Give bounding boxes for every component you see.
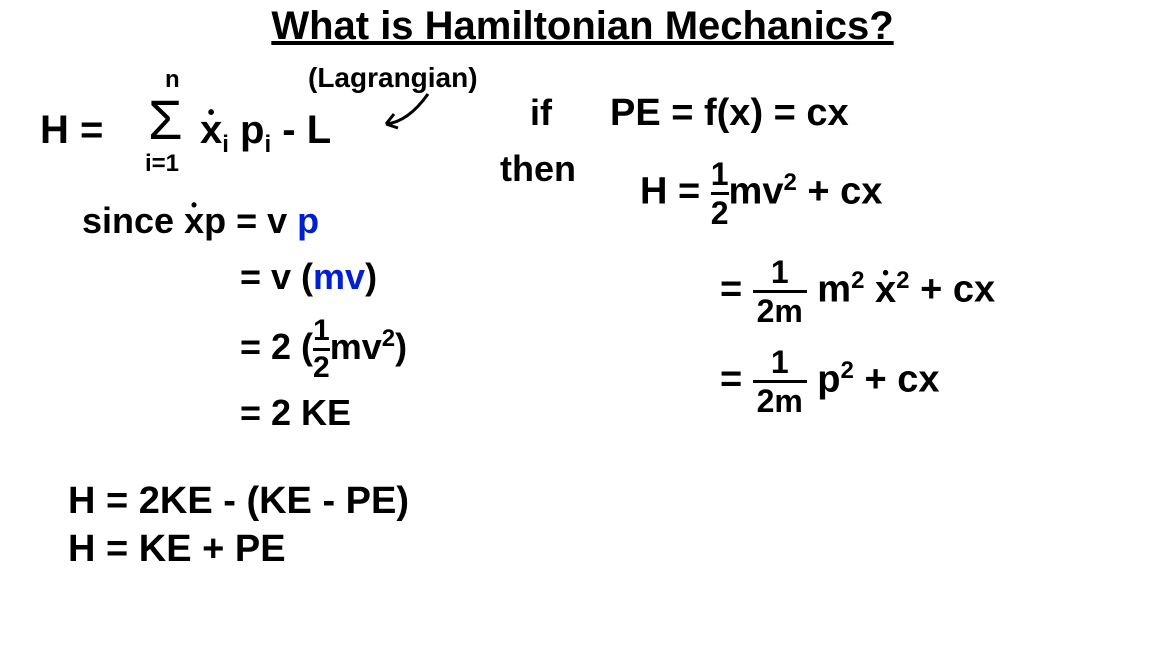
m2: m — [807, 269, 851, 311]
mv-r: mv — [729, 171, 784, 213]
xdot2-icon: x — [184, 200, 204, 242]
H-eq: H = — [640, 171, 711, 213]
line-2ke: = 2 KE — [240, 392, 351, 434]
line-half-mv2: = 2 ( 1 2 mv2) — [240, 316, 407, 383]
page-title: What is Hamiltonian Mechanics? — [0, 4, 1165, 49]
sum-lower: i=1 — [145, 150, 179, 178]
sq-p2: 2 — [841, 357, 854, 384]
sym-p: p — [229, 108, 265, 152]
sym-H: H — [40, 108, 69, 152]
f1n: 1 — [711, 158, 729, 190]
eq3: = — [720, 359, 753, 401]
if-text: if — [530, 92, 552, 134]
close-paren2: ) — [395, 326, 407, 367]
close-paren: ) — [365, 256, 377, 297]
sq-x2: 2 — [896, 267, 909, 294]
h-2ke-line: H = 2KE - (KE - PE) — [68, 480, 409, 523]
sigma-icon: Σ — [148, 92, 183, 148]
line-vmv: = v (mv) — [240, 256, 377, 298]
sub-i: i — [222, 131, 229, 158]
p-eq-v: p = v — [204, 200, 297, 241]
sq-r1: 2 — [783, 169, 796, 196]
h-half-mv2: H = 1 2 mv2 + cx — [640, 158, 882, 229]
eq-2-open: = 2 ( — [240, 326, 313, 367]
since-text: since — [82, 200, 184, 241]
arrow-icon — [378, 92, 436, 132]
mv-blue: mv — [313, 256, 365, 297]
minus-L: - L — [271, 108, 331, 152]
xdot-i: xi pi - L — [200, 108, 331, 159]
pe-eq: PE = f(x) = cx — [610, 92, 849, 135]
mv: mv — [330, 326, 382, 367]
f2d: 2m — [757, 295, 803, 327]
xdot-icon: x — [200, 108, 222, 153]
since-line: since xp = v p — [82, 200, 319, 242]
f1d: 2 — [711, 197, 729, 229]
then-text: then — [500, 148, 576, 190]
f3n: 1 — [771, 346, 789, 378]
h-1-2m-p2: = 1 2m p2 + cx — [720, 346, 939, 417]
frac-1-2m: 1 2m — [753, 256, 807, 327]
sq: 2 — [382, 325, 395, 352]
lagrangian-note: (Lagrangian) — [308, 62, 478, 94]
f2n: 1 — [771, 256, 789, 288]
plus-cx3: + cx — [854, 359, 940, 401]
plus-cx1: + cx — [797, 171, 883, 213]
frac-1-2m-b: 1 2m — [753, 346, 807, 417]
xdot-r: x — [875, 269, 896, 312]
frac-num: 1 — [313, 316, 330, 346]
frac-1-2: 1 2 — [711, 158, 729, 229]
hamiltonian-def: H = — [40, 108, 103, 153]
p2: p — [807, 359, 841, 401]
frac-half: 1 2 — [313, 316, 330, 383]
plus-cx2: + cx — [910, 269, 996, 311]
f3d: 2m — [757, 385, 803, 417]
h-kepe-line: H = KE + PE — [68, 528, 286, 571]
eq2: = — [720, 269, 753, 311]
p-blue: p — [297, 200, 319, 241]
frac-den: 2 — [313, 353, 330, 383]
h-1-2m-m2x2: = 1 2m m2 x2 + cx — [720, 256, 995, 327]
sq-m2: 2 — [851, 267, 864, 294]
eq-v-open: = v ( — [240, 256, 313, 297]
sym-eq: = — [69, 108, 103, 152]
